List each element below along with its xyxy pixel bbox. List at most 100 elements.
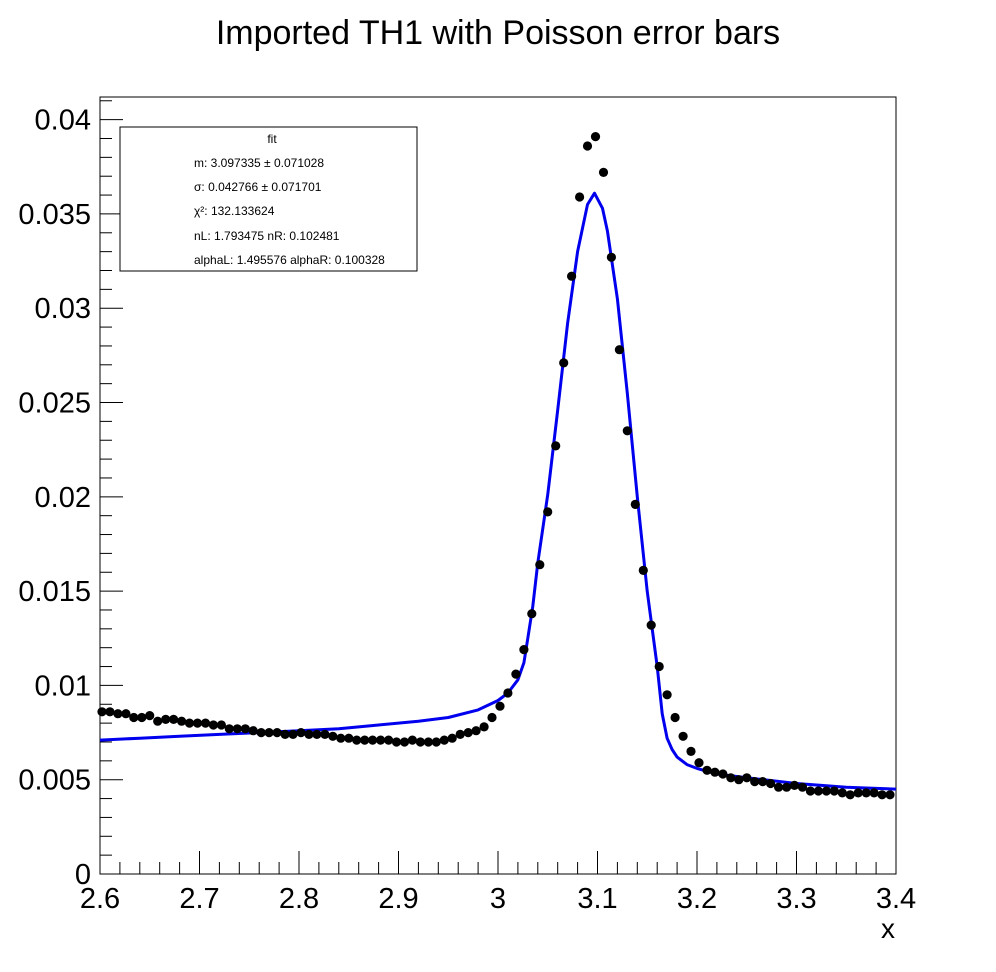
data-point — [758, 777, 768, 787]
data-point — [527, 609, 537, 619]
data-point — [885, 790, 895, 800]
data-point — [264, 728, 274, 738]
data-point — [622, 426, 632, 436]
x-tick-label: 2.9 — [378, 883, 418, 915]
data-point — [853, 788, 863, 798]
data-point — [662, 690, 672, 700]
data-point — [360, 735, 370, 745]
data-point — [813, 786, 824, 796]
data-point — [837, 788, 847, 798]
data-point — [399, 737, 410, 747]
x-tick-label: 2.8 — [279, 883, 319, 915]
data-point — [678, 731, 688, 741]
data-point — [543, 507, 553, 517]
data-point — [551, 441, 561, 451]
data-point — [766, 778, 776, 789]
data-point — [137, 712, 147, 723]
data-point — [200, 718, 211, 728]
x-tick-label: 2.7 — [179, 883, 219, 915]
x-tick-label: 2.6 — [80, 883, 120, 915]
y-axis: 0 0.005 0.01 0.015 0.02 0.025 0.03 0.035 0.04 — [18, 100, 123, 891]
stats-box-title: fit — [267, 132, 277, 146]
data-point — [145, 711, 155, 721]
data-point — [487, 712, 497, 723]
stats-box: fit m: 3.097335 ± 0.071028 σ: 0.042766 ±… — [119, 126, 418, 272]
data-point — [177, 716, 187, 726]
data-point — [368, 735, 378, 745]
data-point — [280, 729, 290, 740]
x-tick-label: 3.2 — [677, 883, 717, 915]
fit-curve-layer — [99, 191, 897, 791]
data-point — [423, 737, 433, 747]
y-tick-label: 0.035 — [18, 199, 91, 231]
data-point — [646, 620, 656, 630]
data-point — [654, 661, 664, 672]
y-tick-label: 0.03 — [35, 293, 91, 325]
data-point — [121, 709, 131, 719]
data-point — [694, 758, 704, 768]
data-point — [821, 786, 832, 796]
data-point — [192, 718, 203, 728]
data-point — [224, 724, 234, 734]
data-point — [670, 712, 680, 723]
data-point — [431, 737, 441, 747]
data-point — [535, 560, 545, 570]
data-point — [384, 735, 394, 745]
data-point — [575, 192, 585, 202]
data-point — [559, 358, 569, 368]
data-point — [240, 724, 250, 734]
data-point — [161, 714, 171, 725]
chart-title: Imported TH1 with Poisson error bars — [216, 14, 780, 52]
stats-line-sigma: σ: 0.042766 ± 0.071701 — [194, 180, 322, 194]
y-tick-label: 0.04 — [35, 105, 91, 137]
data-point — [686, 746, 696, 757]
data-point — [272, 728, 282, 738]
data-point — [336, 733, 346, 743]
data-point — [590, 132, 601, 142]
data-point — [439, 735, 449, 745]
data-point — [479, 722, 489, 732]
data-point — [797, 782, 808, 792]
data-point — [710, 767, 720, 777]
data-point — [630, 499, 640, 509]
stats-box-frame — [119, 126, 418, 272]
data-point — [869, 788, 879, 798]
data-point — [447, 733, 457, 743]
data-point — [519, 645, 529, 655]
data-point — [471, 726, 481, 736]
data-point — [734, 775, 744, 785]
data-point — [511, 669, 521, 679]
data-point — [415, 737, 425, 747]
data-point — [789, 780, 800, 791]
data-point — [113, 709, 123, 719]
data-point — [208, 720, 218, 730]
data-point — [296, 728, 306, 738]
y-tick-label: 0.02 — [35, 482, 91, 514]
data-point — [598, 167, 609, 177]
stats-line-n: nL: 1.793475 nR: 0.102481 — [194, 229, 340, 243]
x-axis-label: x — [881, 913, 895, 944]
data-point — [216, 720, 226, 730]
y-tick-label: 0.015 — [18, 576, 91, 608]
fit-curve — [99, 191, 897, 791]
data-point — [304, 729, 314, 740]
data-point — [455, 729, 465, 740]
data-point — [320, 729, 330, 740]
data-point — [105, 707, 115, 717]
data-point — [288, 729, 298, 740]
data-point — [328, 731, 338, 741]
data-point — [861, 788, 871, 798]
data-point — [702, 765, 712, 775]
data-point — [256, 728, 266, 738]
y-tick-label: 0.005 — [18, 765, 91, 797]
data-point — [742, 773, 752, 783]
x-tick-label: 3.1 — [577, 883, 617, 915]
data-point — [774, 782, 784, 792]
data-point — [463, 728, 473, 738]
x-tick-label: 3.3 — [776, 883, 816, 915]
y-tick-label: 0.025 — [18, 388, 91, 420]
data-point — [638, 565, 648, 576]
x-tick-label: 3 — [490, 883, 506, 915]
data-point — [782, 782, 792, 792]
data-point — [805, 786, 816, 796]
